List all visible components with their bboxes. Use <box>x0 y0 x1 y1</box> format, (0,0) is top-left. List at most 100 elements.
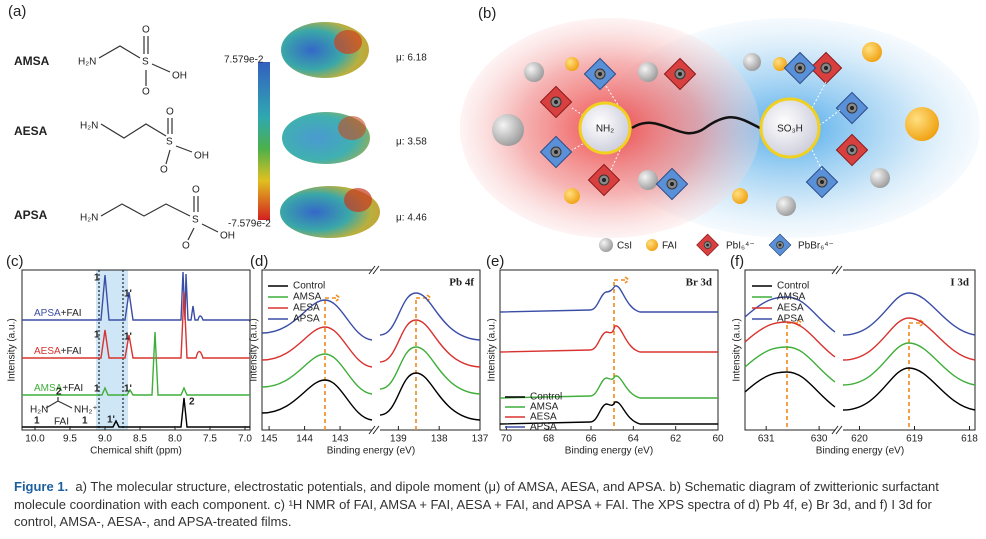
plot-frame <box>261 269 481 431</box>
decoration <box>743 53 761 71</box>
legend-label: APSA <box>530 422 557 433</box>
atom: O <box>142 87 150 98</box>
spectrum <box>22 397 250 428</box>
structure-label: 1 <box>82 416 88 427</box>
bond <box>187 196 219 241</box>
color-bar <box>258 62 270 220</box>
panel-label: (a) <box>8 3 26 20</box>
legend-label: Control <box>293 281 325 292</box>
structure-label: 2 <box>56 387 62 398</box>
legend-label: AMSA <box>777 292 806 303</box>
x-tick-label: 618 <box>961 434 978 445</box>
legend-label: PbBr₆⁴⁻ <box>798 241 834 252</box>
x-tick-label: 619 <box>906 434 923 445</box>
bond <box>100 123 167 139</box>
bond <box>45 397 73 409</box>
plot-frame <box>499 269 719 431</box>
dipole-label: μ: 4.46 <box>396 213 427 224</box>
spectrum <box>261 372 481 421</box>
atom: O <box>166 107 174 118</box>
panel-title: I 3d <box>950 277 969 289</box>
legend-label: APSA <box>777 314 804 325</box>
peak-label: 1 <box>94 330 100 341</box>
panel-label: (b) <box>478 5 496 22</box>
bond <box>165 118 193 165</box>
x-tick-label: 7.5 <box>203 434 217 445</box>
x-tick-label: 60 <box>712 434 724 445</box>
decoration <box>638 62 658 82</box>
atom: S <box>142 57 149 68</box>
legend-label: CsI <box>617 241 632 252</box>
x-tick-label: 8.0 <box>168 434 182 445</box>
atom: H₂N <box>80 121 98 132</box>
esp-surface <box>334 30 362 54</box>
decoration <box>732 188 748 204</box>
decoration <box>776 196 796 216</box>
x-tick-label: 631 <box>758 434 775 445</box>
decoration <box>638 170 658 190</box>
group-label: SO₃H <box>777 124 803 135</box>
decoration <box>870 168 890 188</box>
spectrum <box>261 292 481 341</box>
spectrum <box>261 346 481 395</box>
spectrum <box>744 292 976 336</box>
peak-label: 2 <box>189 397 195 408</box>
x-tick-label: 62 <box>670 434 682 445</box>
atom: H₂N <box>80 213 98 224</box>
legend-swatch <box>646 239 658 251</box>
legend-label: AMSA <box>530 402 559 413</box>
spectrum <box>499 325 718 353</box>
legend-label: FAI <box>662 241 677 252</box>
atom: OH <box>220 231 235 242</box>
x-tick-label: 138 <box>431 434 448 445</box>
structure-atom: NH₂⁺ <box>74 405 98 416</box>
x-axis-label: Chemical shift (ppm) <box>90 446 182 457</box>
scale-label: 7.579e-2 <box>224 55 264 66</box>
atom: OH <box>194 151 209 162</box>
x-tick-label: 9.5 <box>63 434 77 445</box>
x-tick-label: 66 <box>585 434 597 445</box>
shift-arrow <box>614 276 631 284</box>
plot-frame <box>21 269 251 431</box>
spectrum <box>22 271 250 321</box>
x-tick-label: 143 <box>332 434 349 445</box>
esp-surface <box>344 188 372 212</box>
atom: O <box>192 185 200 196</box>
panel-title: Pb 4f <box>449 277 474 289</box>
series-label: AESA+FAI <box>34 346 82 357</box>
peak-label: 1' <box>107 415 115 426</box>
decoration <box>631 116 761 135</box>
x-tick-label: 64 <box>628 434 640 445</box>
axis-break <box>368 265 380 435</box>
panel-a: (a) AMSA H₂N S O O OH AESA H₂N S O O OH … <box>8 3 427 252</box>
spectrum <box>22 291 250 359</box>
dipole-label: μ: 6.18 <box>396 53 427 64</box>
panel-label: (e) <box>486 253 504 270</box>
decoration <box>578 101 632 155</box>
atom: O <box>182 241 190 252</box>
legend-label: AESA <box>530 412 557 423</box>
atom: O <box>142 25 150 36</box>
panel-title: Br 3d <box>686 277 712 289</box>
x-tick-label: 9.0 <box>98 434 112 445</box>
x-tick-label: 70 <box>501 434 513 445</box>
esp-surface <box>280 22 380 238</box>
group-label: NH₂ <box>596 124 614 135</box>
bond <box>143 36 171 86</box>
x-axis-label: Binding energy (eV) <box>816 446 904 457</box>
panel-f: (f) I 3d Binding energy (eV) Intensity (… <box>730 253 978 457</box>
legend-label: APSA <box>293 314 320 325</box>
atom: H₂N <box>78 57 96 68</box>
decoration <box>905 107 939 141</box>
atom: OH <box>172 71 187 82</box>
spectrum <box>744 342 976 386</box>
atom: S <box>192 215 199 226</box>
spectrum <box>744 367 976 411</box>
axis-break <box>831 265 843 435</box>
caption-text: a) The molecular structure, electrostati… <box>14 479 939 529</box>
x-axis-label: Binding energy (eV) <box>327 446 415 457</box>
spectrum <box>261 319 481 368</box>
figure: (a) AMSA H₂N S O O OH AESA H₂N S O O OH … <box>6 3 980 457</box>
series-label: AMSA+FAI <box>34 383 83 394</box>
y-axis-label: Intensity (a.u.) <box>7 318 18 381</box>
